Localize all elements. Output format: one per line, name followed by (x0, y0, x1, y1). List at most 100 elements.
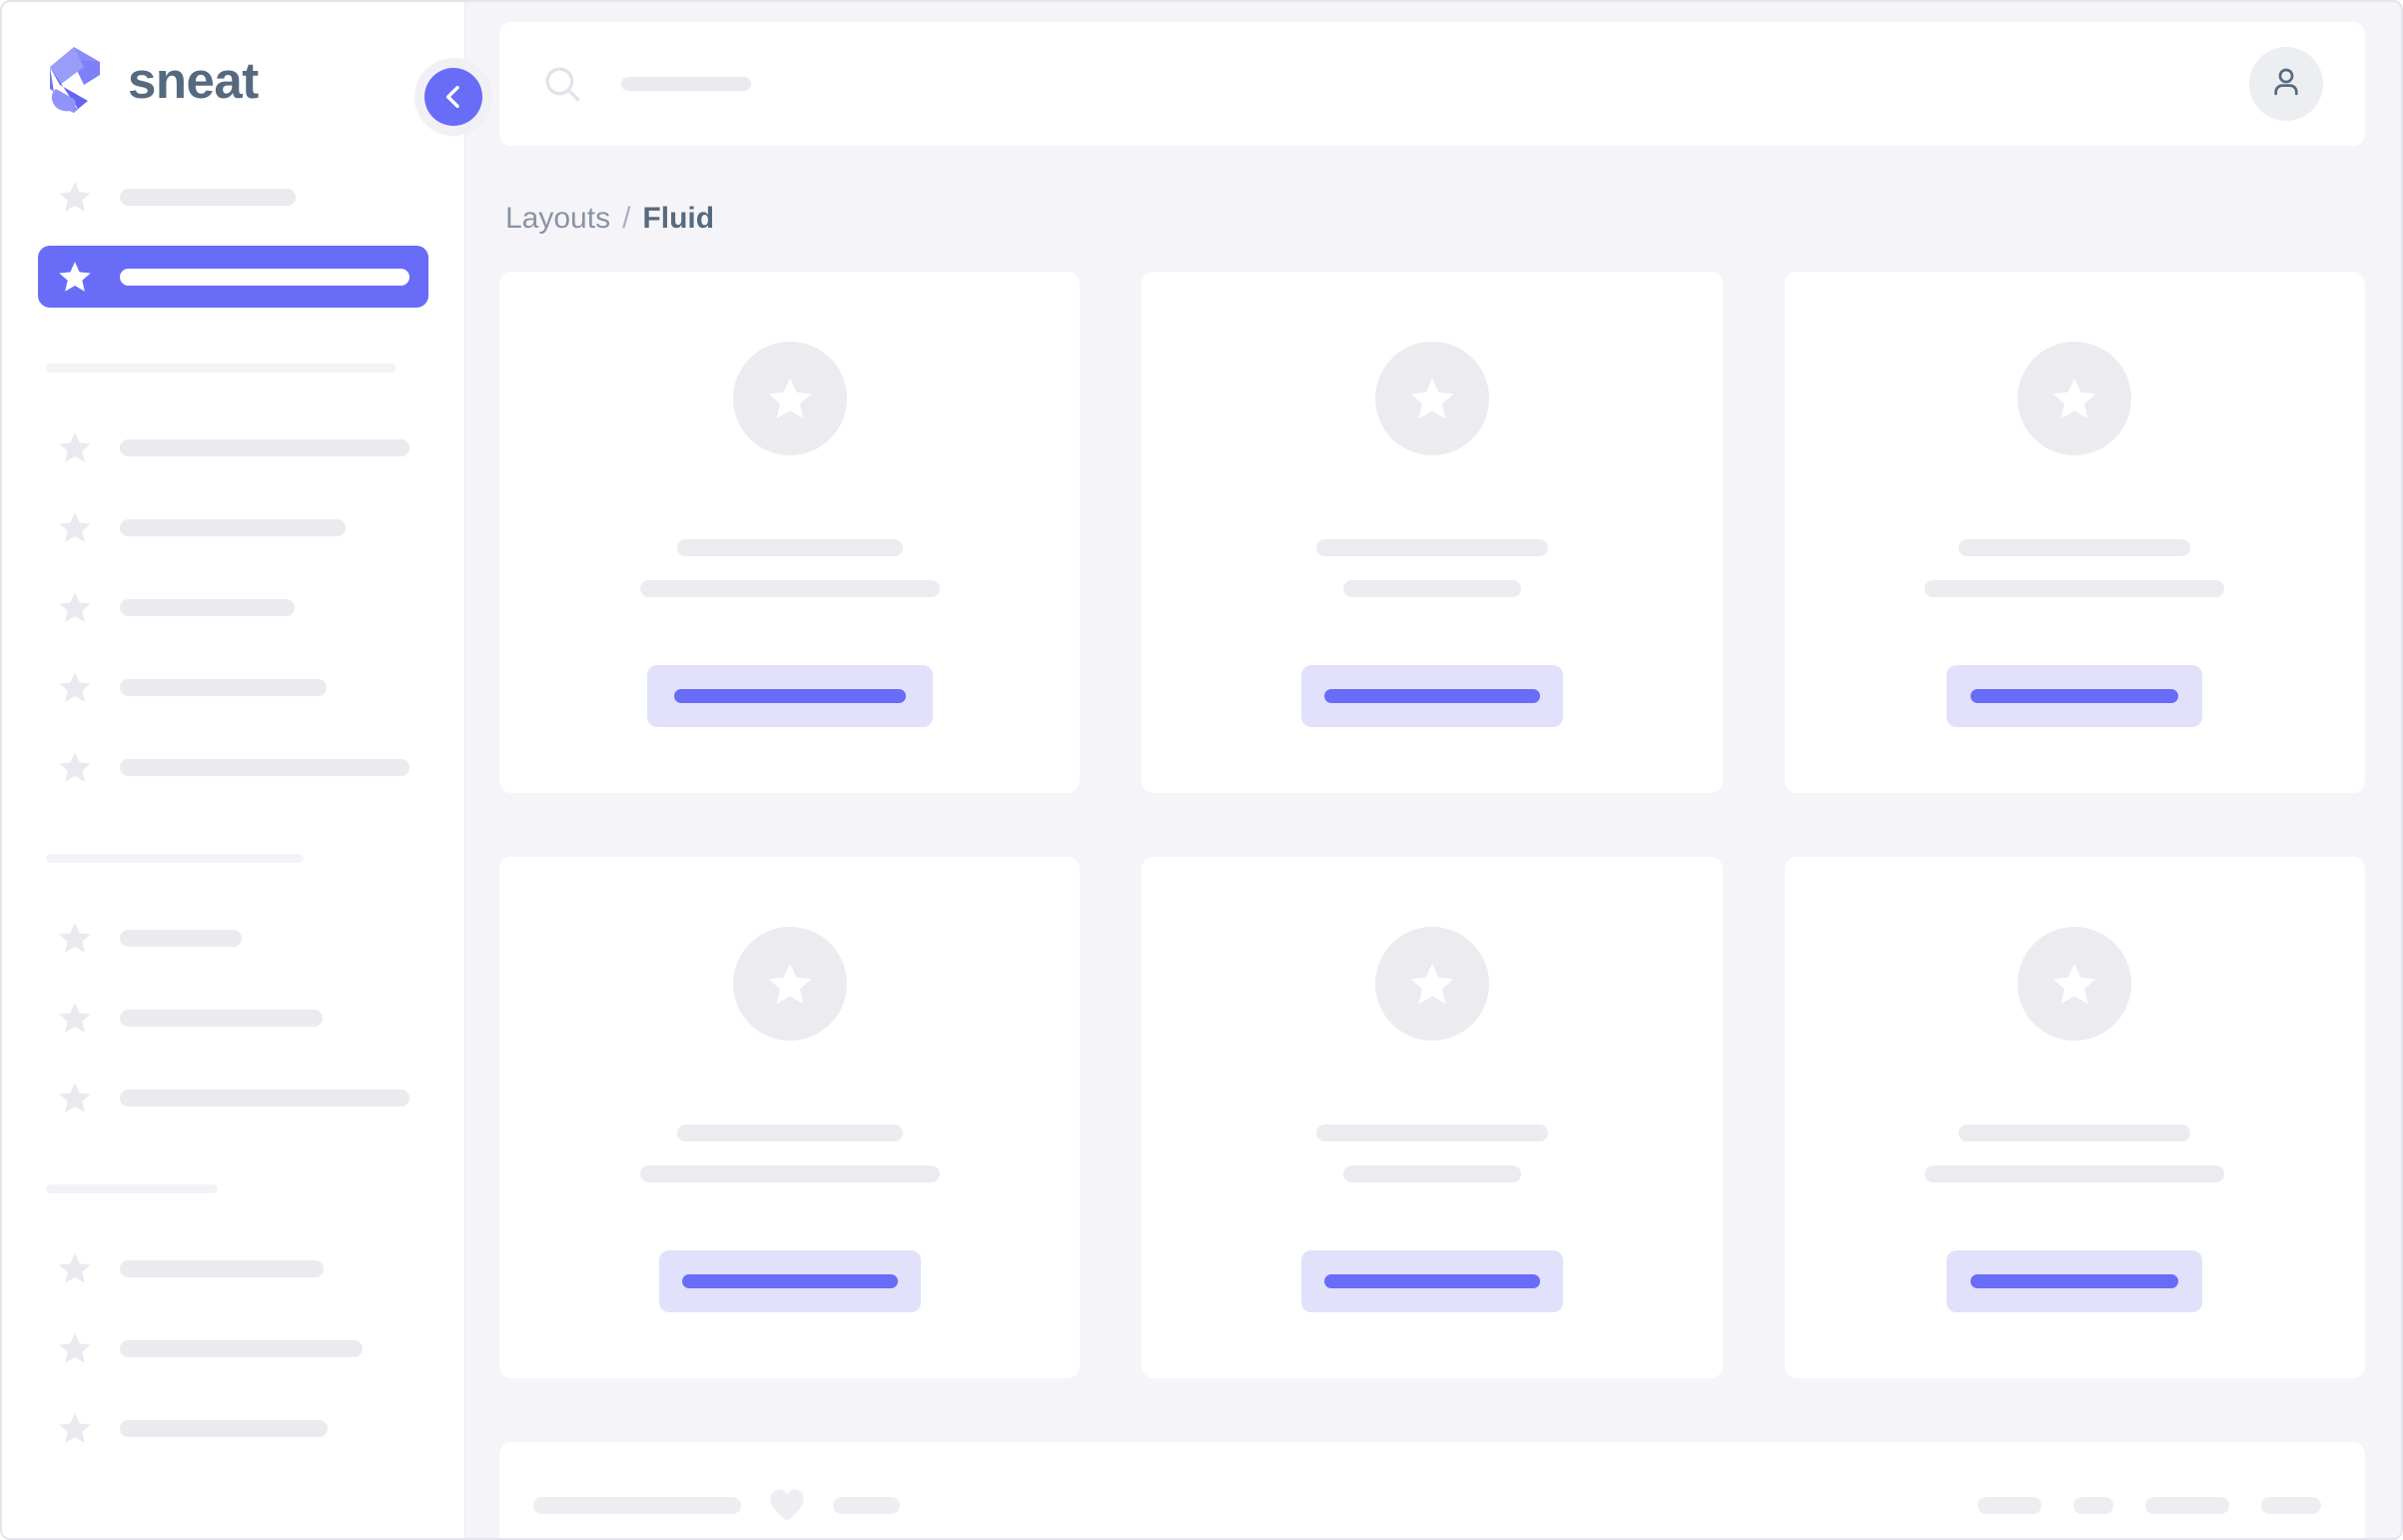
footer-link-2[interactable] (2145, 1496, 2229, 1514)
sidebar-item-label (120, 1009, 323, 1027)
sidebar-item-0-1[interactable] (38, 246, 428, 308)
sidebar-item-3-0[interactable] (38, 1237, 428, 1299)
sidebar-item-1-1[interactable] (38, 496, 428, 558)
card-action-button-label (673, 689, 906, 703)
sidebar-item-1-3[interactable] (38, 656, 428, 718)
star-icon (56, 999, 94, 1037)
sidebar-item-2-0[interactable] (38, 907, 428, 969)
card-title-placeholder (1315, 539, 1548, 556)
card-subtitle-placeholder (1925, 580, 2225, 597)
star-icon (56, 258, 94, 296)
card-text-lines (1142, 1125, 1722, 1182)
card-text-lines (499, 1125, 1080, 1182)
sidebar-item-2-2[interactable] (38, 1067, 428, 1129)
sidebar-group (38, 166, 428, 308)
star-icon (56, 1079, 94, 1117)
star-icon (56, 428, 94, 466)
sidebar-divider (46, 364, 396, 373)
card-subtitle-placeholder (1342, 1165, 1521, 1182)
card-title-placeholder (676, 539, 903, 556)
brand[interactable]: sneat (2, 2, 464, 120)
sidebar-item-label (120, 188, 296, 206)
search-input[interactable] (621, 77, 751, 91)
footer-link-0[interactable] (1978, 1496, 2041, 1514)
sidebar: sneat (2, 2, 492, 1538)
star-icon (56, 178, 94, 216)
sidebar-item-label (120, 268, 409, 286)
star-icon (56, 588, 94, 626)
card-subtitle-placeholder (1925, 1165, 2225, 1182)
footer-link-1[interactable] (2073, 1496, 2113, 1514)
sidebar-divider (46, 854, 304, 863)
navbar-search[interactable] (541, 63, 751, 105)
content-card (1784, 857, 2365, 1378)
star-icon (1406, 958, 1458, 1010)
sidebar-item-label (120, 1259, 324, 1277)
star-icon (56, 748, 94, 786)
sidebar-item-label (120, 1089, 409, 1107)
card-avatar (1374, 342, 1489, 455)
card-subtitle-placeholder (639, 580, 940, 597)
sidebar-item-0-0[interactable] (38, 166, 428, 228)
breadcrumb: Layouts / Fluid (499, 146, 2365, 272)
star-icon (764, 958, 816, 1010)
sidebar-item-label (120, 758, 409, 776)
card-title-placeholder (1959, 539, 2191, 556)
footer-text-bar-1 (533, 1496, 741, 1514)
sidebar-item-1-2[interactable] (38, 576, 428, 638)
card-title-placeholder (1959, 1125, 2191, 1142)
sidebar-item-1-0[interactable] (38, 416, 428, 478)
card-action-button[interactable] (1300, 665, 1563, 727)
card-avatar (732, 927, 847, 1041)
sidebar-item-1-4[interactable] (38, 736, 428, 798)
star-icon (1406, 373, 1458, 424)
star-icon (2048, 373, 2100, 424)
user-avatar[interactable] (2249, 47, 2323, 121)
chevron-left-icon (424, 68, 482, 126)
sneat-s-logo-icon (44, 45, 106, 115)
sidebar-menu (2, 120, 464, 1459)
card-avatar (2017, 927, 2132, 1041)
sidebar-item-label (120, 438, 409, 456)
sidebar-collapse-button[interactable] (414, 58, 492, 136)
star-icon (56, 919, 94, 957)
card-title-placeholder (676, 1125, 903, 1142)
content-card (1142, 272, 1723, 793)
sidebar-item-label (120, 518, 346, 536)
card-text-lines (499, 539, 1080, 597)
footer-link-3[interactable] (2261, 1496, 2321, 1514)
sidebar-divider (46, 1184, 218, 1193)
sidebar-item-3-1[interactable] (38, 1317, 428, 1379)
sidebar-item-label (120, 929, 242, 947)
sidebar-item-label (120, 678, 327, 696)
sidebar-item-2-1[interactable] (38, 987, 428, 1049)
content-card (1142, 857, 1723, 1378)
heart-icon (767, 1487, 807, 1523)
card-action-button[interactable] (1947, 1250, 2203, 1312)
user-icon (2267, 63, 2305, 106)
star-icon (56, 1249, 94, 1287)
main-content: Layouts / Fluid (465, 2, 2401, 1538)
card-action-button[interactable] (1947, 665, 2203, 727)
sidebar-item-3-2[interactable] (38, 1397, 428, 1459)
card-action-button[interactable] (658, 1250, 921, 1312)
sidebar-item-label (120, 1419, 328, 1437)
card-subtitle-placeholder (639, 1165, 940, 1182)
search-icon (541, 63, 583, 105)
card-action-button-label (1323, 689, 1540, 703)
card-avatar (732, 342, 847, 455)
breadcrumb-parent[interactable]: Layouts (505, 202, 611, 235)
footer-left (533, 1487, 900, 1523)
card-avatar (1374, 927, 1489, 1041)
card-action-button-label (681, 1274, 898, 1288)
card-action-button-label (1323, 1274, 1540, 1288)
star-icon (56, 668, 94, 706)
sidebar-item-label (120, 1339, 363, 1357)
card-action-button[interactable] (646, 665, 933, 727)
sidebar-group (38, 416, 428, 798)
breadcrumb-separator: / (622, 202, 631, 235)
card-text-lines (1785, 539, 2365, 597)
card-action-button[interactable] (1300, 1250, 1563, 1312)
sidebar-group (38, 907, 428, 1129)
